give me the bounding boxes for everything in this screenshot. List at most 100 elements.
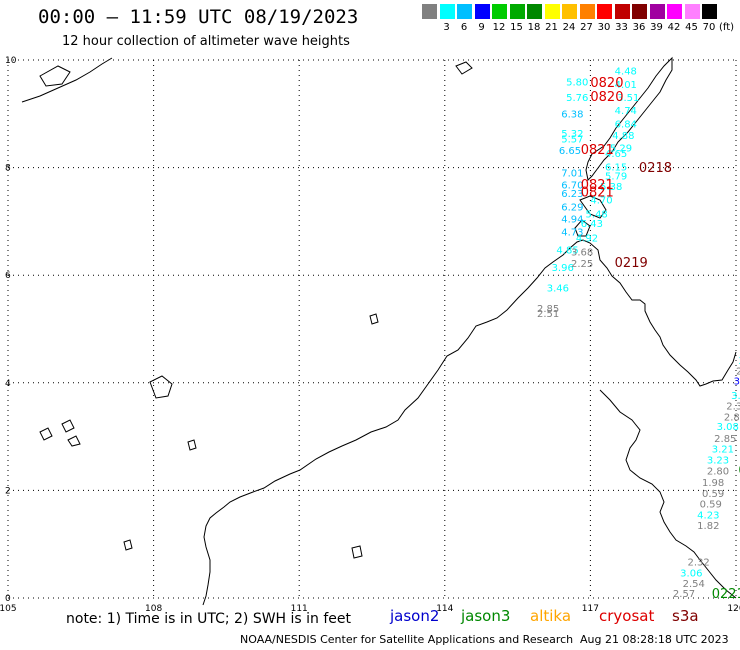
scale-label: 36 <box>632 22 646 33</box>
scale-label: 18 <box>527 22 541 33</box>
lon-tick-label: 117 <box>582 604 599 614</box>
wave-height-value: 3.51 <box>617 93 639 104</box>
wave-height-value: 4.74 <box>615 106 637 117</box>
lat-tick-label: 6 <box>5 271 11 281</box>
wave-height-value: 5.80 <box>566 77 588 88</box>
scale-label: 45 <box>685 22 698 33</box>
pass-time-label: 0821 <box>581 178 614 193</box>
wave-height-value: 5.76 <box>566 93 588 104</box>
coastline <box>21 56 737 606</box>
small-island-2 <box>455 61 473 75</box>
pass-time-label: 0 <box>738 463 740 478</box>
wave-height-value: 4.70 <box>590 196 612 207</box>
lat-tick-label: 2 <box>5 486 11 496</box>
wave-height-value: 3.46 <box>547 283 569 294</box>
scale-swatch <box>649 4 665 19</box>
wave-height-value: 4.23 <box>697 510 719 521</box>
scale-label: 70 <box>702 22 716 33</box>
scale-label: 33 <box>615 22 628 33</box>
wave-height-value: 2.80 <box>724 412 740 423</box>
wave-height-value: 4.01 <box>615 80 637 91</box>
wave-height-value: 3.68 <box>571 247 593 258</box>
scale-label: 42 <box>667 22 681 33</box>
banggi-coastline <box>574 219 591 237</box>
wave-height-value: 4.94 <box>561 214 583 225</box>
scale-swatch <box>509 4 525 19</box>
wave-height-value: 6.38 <box>561 110 583 121</box>
scale-swatch <box>474 4 490 19</box>
wave-height-value: 3.6 <box>734 376 740 387</box>
pass-time-label: 0218 <box>639 161 672 176</box>
pass-time-label: 0821 <box>581 186 614 201</box>
borneo-coastline <box>202 239 737 606</box>
footer-note: note: 1) Time is in UTC; 2) SWH is in fe… <box>66 611 352 627</box>
wave-height-value: 5.57 <box>561 134 583 145</box>
scale-label: 3 <box>443 22 450 33</box>
wave-height-value: 7.01 <box>561 169 583 180</box>
scale-swatch <box>614 4 630 19</box>
wave-height-value: 2.54 <box>683 579 705 590</box>
wave-height-value: 4.85 <box>556 246 578 257</box>
satellite-altika: altika <box>530 607 572 625</box>
wave-height-value: 6.43 <box>581 219 603 230</box>
wave-height-value: 3.06 <box>680 568 702 579</box>
wave-height-value: 3.21 <box>712 445 734 456</box>
scale-swatch <box>544 4 560 19</box>
scale-label: 6 <box>460 22 468 33</box>
wave-height-value: 5.38 <box>600 182 622 193</box>
scale-swatch <box>562 4 577 19</box>
wave-height-value: 4.65 <box>605 149 627 160</box>
lon-tick-label: 105 <box>0 604 17 614</box>
scale-label: 15 <box>510 22 523 33</box>
scale-swatch <box>422 4 437 19</box>
scale-swatch <box>439 4 455 19</box>
wave-height-value: 6.29 <box>561 203 583 214</box>
wave-height-value: 2.80 <box>707 466 729 477</box>
satellite-cryosat: cryosat <box>599 607 655 625</box>
wave-height-value: 2.85 <box>714 434 736 445</box>
wave-height-value: 0.59 <box>702 489 724 500</box>
wave-height-value: 5.48 <box>586 210 608 221</box>
pass-time-label: 0821 <box>581 143 614 158</box>
wave-height-value: 5.29 <box>610 143 632 154</box>
wave-height-value: 0.59 <box>700 500 722 511</box>
wave-height-value: 4.48 <box>615 67 637 78</box>
lat-tick-label: 10 <box>5 56 17 66</box>
wave-height-value: 2.32 <box>687 558 709 569</box>
wave-height-value: 6.23 <box>561 189 583 200</box>
scale-swatch <box>632 4 647 19</box>
wave-height-value: 4.88 <box>612 131 634 142</box>
scale-swatch <box>579 4 595 19</box>
lat-tick-label: 0 <box>5 594 11 604</box>
scale-swatch <box>492 4 507 19</box>
small-island-1 <box>187 439 197 451</box>
wave-height-value: 2.57 <box>673 589 695 600</box>
vietnam-coastline <box>21 57 113 103</box>
small-island-3 <box>351 545 363 559</box>
scale-swatch <box>702 4 717 19</box>
wave-height-value: 1.82 <box>697 521 719 532</box>
wave-height-value: 2.51 <box>537 309 559 320</box>
east-borneo-coastline <box>599 389 737 599</box>
scale-swatch <box>527 4 542 19</box>
scale-label: 21 <box>545 22 558 33</box>
chart-title: 00:00 – 11:59 UTC 08/19/2023 <box>38 6 359 28</box>
pass-time-label: 0219 <box>615 256 648 271</box>
scale-label: 39 <box>650 22 663 33</box>
scale-swatch <box>667 4 682 19</box>
wave-height-value: 6.70 <box>561 181 583 192</box>
wave-height-value: 3.9 <box>731 391 740 402</box>
wave-height-value: 5.32 <box>561 129 583 140</box>
scale-swatch <box>684 4 700 19</box>
lat-tick-label: 8 <box>5 164 11 174</box>
balabac-coastline <box>579 195 607 219</box>
con-dao-island <box>39 65 71 87</box>
natuna-island <box>149 375 173 399</box>
axis-tick-labels: 105 108 111 114 117 120 0 2 4 6 8 10 <box>0 56 740 614</box>
scale-label: 12 <box>492 22 506 33</box>
lat-tick-label: 4 <box>5 379 11 389</box>
wave-height-value: 2.7 <box>736 367 740 378</box>
scale-label: 24 <box>562 22 576 33</box>
